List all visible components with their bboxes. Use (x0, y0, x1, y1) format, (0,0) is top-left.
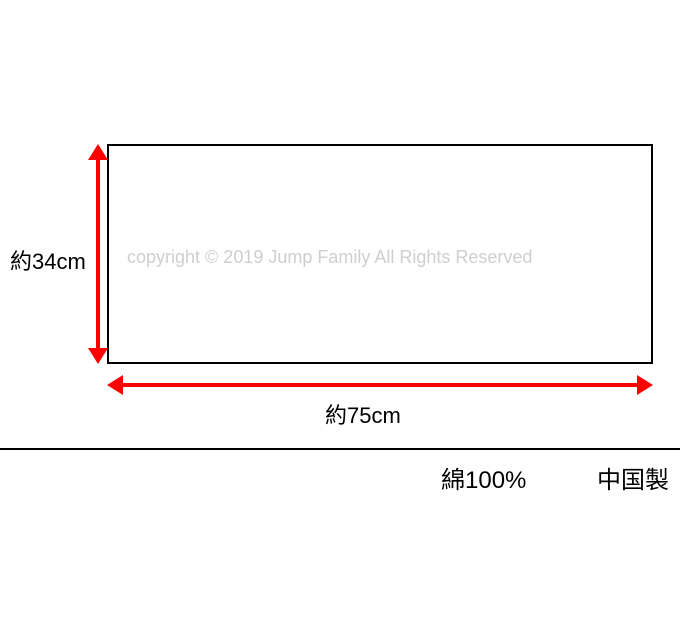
origin-label: 中国製 (597, 460, 669, 495)
width-dimension-label: 約75cm (325, 398, 401, 430)
divider-line (0, 448, 680, 450)
height-dimension-label: 約34cm (10, 244, 86, 276)
diagram-canvas: copyright © 2019 Jump Family All Rights … (0, 0, 680, 636)
material-label: 綿100% (441, 460, 526, 495)
width-dimension-arrow (107, 373, 653, 397)
copyright-watermark: copyright © 2019 Jump Family All Rights … (127, 247, 532, 268)
height-dimension-arrow (86, 144, 110, 364)
